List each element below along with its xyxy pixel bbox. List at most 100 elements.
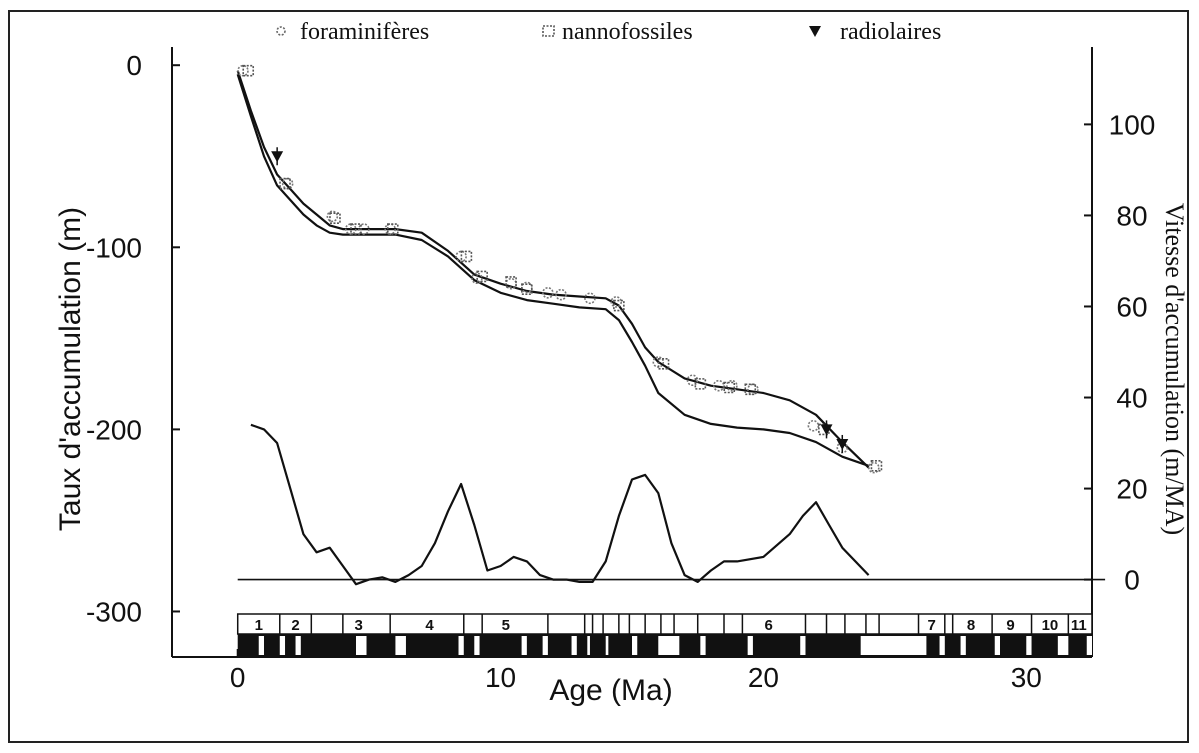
radiolaires-marker [820, 424, 833, 436]
y-tick-label-right: 80 [1116, 200, 1147, 231]
polarity-normal-interval [295, 636, 301, 655]
polarity-normal-interval [658, 636, 680, 655]
polarity-normal-interval [395, 636, 406, 655]
y-tick-label-right: 0 [1124, 565, 1140, 596]
series-line-depth-age-lower [236, 73, 869, 467]
x-tick-label: 20 [748, 662, 779, 693]
nannofossiles-marker [694, 378, 707, 390]
chronozone-label: 3 [354, 617, 362, 634]
nannofossiles-marker [460, 250, 473, 263]
y-tick-label-left: -300 [86, 596, 142, 627]
foraminiferes-marker [868, 461, 880, 474]
polarity-normal-interval [587, 636, 590, 655]
polarity-normal-interval [356, 636, 367, 655]
polarity-normal-interval [571, 636, 577, 655]
polarity-normal-interval [279, 636, 286, 655]
nannofossiles-marker [329, 212, 341, 224]
legend-label-nannofossiles: nannofossiles [562, 19, 693, 45]
polarity-normal-interval [1086, 636, 1092, 655]
foraminiferes-marker [358, 223, 370, 235]
nannofossiles-marker [279, 177, 291, 190]
series-line-depth-age-upper [236, 70, 870, 469]
chronozone-label: 1 [255, 617, 263, 634]
foraminiferes-marker [610, 296, 623, 308]
foraminiferes-marker [542, 287, 554, 299]
polarity-normal-interval [258, 636, 264, 655]
chronozone-label: 4 [425, 617, 434, 634]
polarity-normal-interval [632, 636, 638, 655]
chronozone-label: 2 [291, 617, 299, 634]
nannofossiles-marker [505, 276, 517, 288]
legend: foraminifères nannofossiles radiolaires [276, 19, 941, 45]
foraminiferes-marker [726, 379, 738, 392]
foraminiferes-marker [807, 419, 820, 432]
foraminiferes-marker [747, 383, 759, 396]
chronozone-label: 10 [1042, 617, 1059, 634]
foraminiferes-marker [384, 223, 396, 235]
foraminiferes-marker [686, 374, 699, 387]
polarity-normal-interval [1057, 636, 1069, 655]
chronozone-label: 5 [502, 617, 510, 634]
polarity-normal-interval [800, 636, 806, 655]
y-tick-label-left: -200 [86, 414, 142, 445]
nannofossiles-marker-icon [542, 25, 555, 37]
chronozone-bar [236, 613, 1093, 635]
x-tick-label: 0 [230, 662, 246, 693]
foraminiferes-marker [471, 272, 483, 285]
y-axis-label-left: Taux d'accumulation (m) [54, 207, 87, 531]
polarity-normal-interval [474, 636, 480, 655]
nannofossiles-marker [386, 223, 399, 235]
nannofossiles-marker [613, 299, 625, 312]
nannofossiles-marker [723, 381, 736, 394]
polarity-normal-interval [542, 636, 548, 655]
polarity-normal-interval [747, 636, 753, 655]
polarity-normal-interval [994, 636, 1000, 655]
nannofossiles-marker [521, 283, 533, 295]
foraminiferes-marker [584, 292, 596, 305]
y-tick-label-left: -100 [86, 232, 142, 263]
nannofossiles-marker [242, 64, 255, 77]
series-line-accumulation-rate [250, 423, 870, 586]
y-axis-label-right: Vitesse d'accumulation (m/MA) [1160, 203, 1189, 535]
legend-item-nannofossiles: nannofossiles [542, 19, 693, 45]
y-tick-label-right: 100 [1109, 109, 1156, 140]
polarity-normal-interval [1026, 636, 1032, 655]
foraminiferes-marker [555, 288, 567, 301]
y-tick-label-left: 0 [126, 50, 142, 81]
polarity-normal-interval [939, 636, 945, 655]
y-tick-label-right: 40 [1116, 383, 1147, 414]
radiolaires-marker-icon [809, 26, 821, 37]
chronozone-label: 6 [765, 617, 773, 634]
nannofossiles-marker [476, 270, 488, 283]
x-tick-label: 10 [485, 662, 516, 693]
legend-item-foraminiferes: foraminifères [276, 19, 429, 45]
x-tick-label: 30 [1011, 662, 1042, 693]
x-axis-label: Age (Ma) [549, 674, 672, 707]
foraminiferes-marker [326, 210, 339, 223]
chronozone-label: 9 [1006, 617, 1014, 634]
legend-label-foraminiferes: foraminifères [300, 19, 429, 45]
polarity-normal-interval [458, 636, 464, 655]
chronozone-label: 7 [927, 617, 935, 634]
nannofossiles-marker [350, 223, 362, 235]
nannofossiles-marker [657, 358, 670, 370]
chronozone-label: 11 [1071, 617, 1087, 634]
radiolaires-marker [271, 151, 284, 163]
legend-label-radiolaires: radiolaires [840, 19, 941, 45]
legend-item-radiolaires: radiolaires [809, 19, 941, 45]
nannofossiles-marker [870, 460, 883, 472]
radiolaires-marker [836, 438, 849, 450]
plot-area: 0 -100 -200 -300 100 80 60 40 20 0 0 10 20 30 1 2 3 4 5 6 7 8… [86, 47, 1155, 693]
polarity-normal-interval [521, 636, 527, 655]
y-tick-label-right: 60 [1116, 291, 1147, 322]
polarity-normal-interval [700, 636, 706, 655]
polarity-normal-interval [605, 636, 609, 655]
nannofossiles-marker [744, 383, 757, 396]
y-tick-label-right: 20 [1116, 474, 1147, 505]
polarity-normal-interval [960, 636, 966, 655]
polarity-normal-interval [860, 636, 927, 655]
chronozone-label: 8 [967, 617, 975, 634]
figure-frame [8, 10, 1189, 743]
foraminiferes-marker-icon [276, 26, 286, 36]
